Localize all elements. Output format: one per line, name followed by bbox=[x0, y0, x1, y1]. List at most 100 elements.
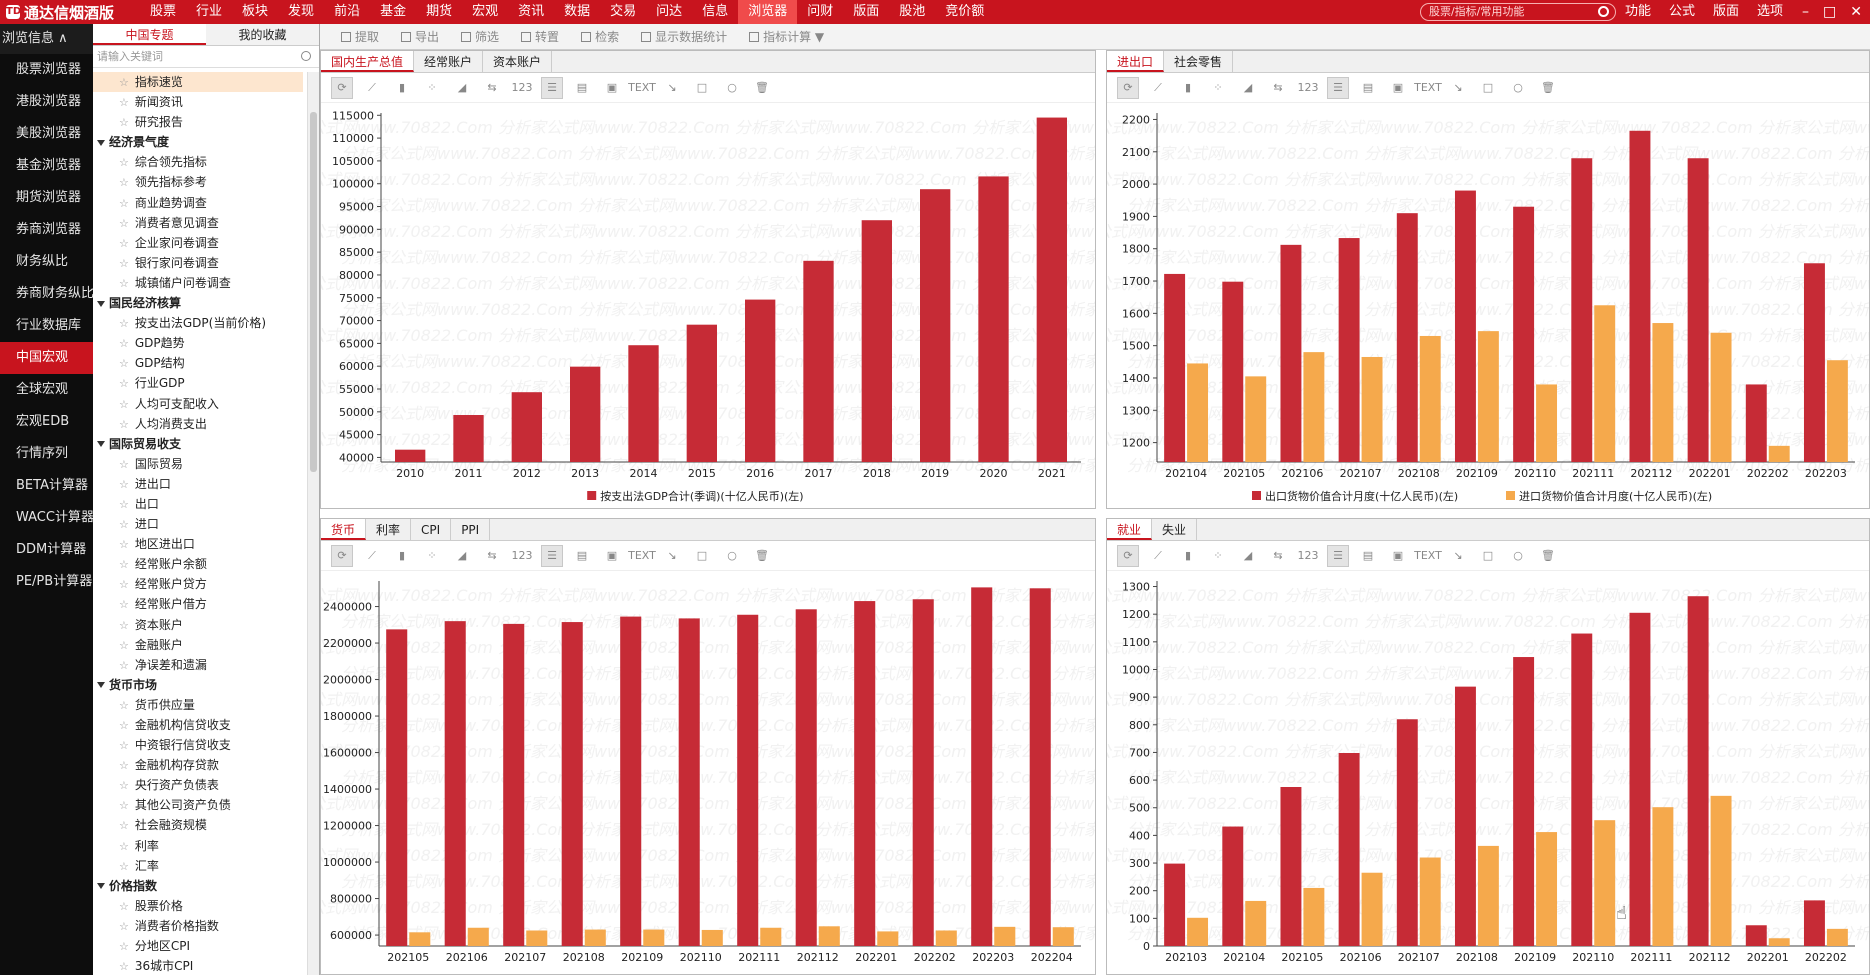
star-icon[interactable]: ☆ bbox=[119, 457, 129, 471]
tree-item[interactable]: ☆ 行业GDP bbox=[93, 373, 303, 393]
bar-secondary[interactable] bbox=[1536, 832, 1558, 946]
tree-item[interactable]: ☆ 国际贸易 bbox=[93, 454, 303, 474]
bar-secondary[interactable] bbox=[760, 927, 782, 946]
tree-item[interactable]: ☆ 利率 bbox=[93, 836, 303, 856]
bar-primary[interactable] bbox=[1222, 281, 1244, 462]
menu-item-13[interactable]: 浏览器 bbox=[738, 0, 798, 24]
tree-item[interactable]: ☆ 资本账户 bbox=[93, 615, 303, 635]
bar-secondary[interactable] bbox=[1826, 928, 1848, 946]
left-nav-item-6[interactable]: 财务纵比 bbox=[16, 254, 69, 269]
tree-item[interactable]: ☆ 地区进出口 bbox=[93, 534, 303, 554]
swap-icon[interactable]: ⇆ bbox=[1273, 549, 1283, 562]
star-icon[interactable]: ☆ bbox=[119, 337, 129, 351]
bar-primary[interactable] bbox=[453, 415, 484, 462]
left-nav-item-3[interactable]: 基金浏览器 bbox=[16, 158, 82, 173]
text-icon[interactable]: TEXT bbox=[628, 81, 656, 94]
swap-icon[interactable]: ⇆ bbox=[1273, 81, 1283, 94]
bar-primary[interactable] bbox=[920, 189, 951, 462]
star-icon[interactable]: ☆ bbox=[119, 839, 129, 853]
menu-item-7[interactable]: 宏观 bbox=[472, 4, 499, 19]
menu-item-6[interactable]: 期货 bbox=[426, 4, 453, 19]
number-icon[interactable]: 123 bbox=[1297, 549, 1319, 562]
bar-icon[interactable]: ▮ bbox=[398, 549, 406, 562]
table-icon[interactable]: ▤ bbox=[576, 81, 588, 94]
star-icon[interactable]: ☆ bbox=[119, 196, 129, 210]
star-icon[interactable]: ☆ bbox=[119, 116, 129, 130]
bar-secondary[interactable] bbox=[1652, 323, 1674, 462]
bar-primary[interactable] bbox=[1396, 213, 1418, 462]
text-icon[interactable]: TEXT bbox=[1414, 81, 1442, 94]
bar-primary[interactable] bbox=[1513, 206, 1535, 462]
star-icon[interactable]: ☆ bbox=[119, 698, 129, 712]
image-icon[interactable]: ▣ bbox=[1392, 549, 1404, 562]
star-icon[interactable]: ☆ bbox=[119, 779, 129, 793]
expand-triangle-icon[interactable] bbox=[97, 682, 105, 689]
arrow-icon[interactable]: ↘ bbox=[667, 549, 677, 562]
image-icon[interactable]: ▣ bbox=[606, 549, 618, 562]
bar-primary[interactable] bbox=[628, 345, 659, 462]
tree-item[interactable]: ☆ 按支出法GDP(当前价格) bbox=[93, 313, 303, 333]
ellipse-icon[interactable]: ○ bbox=[727, 549, 737, 562]
scatter-icon[interactable]: ⁘ bbox=[427, 549, 437, 562]
tree-item[interactable]: ☆ 经常账户贷方 bbox=[93, 574, 303, 594]
area-icon[interactable]: ◢ bbox=[457, 549, 467, 562]
image-icon[interactable]: ▣ bbox=[1392, 81, 1404, 94]
bar-primary[interactable] bbox=[971, 587, 993, 946]
bar-secondary[interactable] bbox=[1594, 820, 1616, 946]
bar-primary[interactable] bbox=[686, 324, 717, 462]
bar-primary[interactable] bbox=[1687, 158, 1709, 463]
toolbar-button-4[interactable]: 检索 bbox=[572, 28, 628, 45]
tree-item[interactable]: ☆ 汇率 bbox=[93, 856, 303, 876]
menu-item-4[interactable]: 前沿 bbox=[334, 4, 361, 19]
tree-item[interactable]: ☆ 进口 bbox=[93, 514, 303, 534]
bar-secondary[interactable] bbox=[1361, 356, 1383, 462]
star-icon[interactable]: ☆ bbox=[119, 960, 129, 974]
bar-primary[interactable] bbox=[1164, 273, 1186, 462]
tree-item[interactable]: ☆ 综合领先指标 bbox=[93, 152, 303, 172]
bar-secondary[interactable] bbox=[1187, 363, 1209, 462]
bar-secondary[interactable] bbox=[1245, 376, 1267, 462]
bar-secondary[interactable] bbox=[877, 931, 899, 946]
tree-item[interactable]: ☆ 企业家问卷调查 bbox=[93, 233, 303, 253]
rect-icon[interactable]: □ bbox=[696, 549, 708, 562]
arrow-icon[interactable]: ↘ bbox=[667, 81, 677, 94]
star-icon[interactable]: ☆ bbox=[119, 578, 129, 592]
menu-item-14[interactable]: 问财 bbox=[807, 4, 834, 19]
top-right-item-1[interactable]: 公式 bbox=[1668, 4, 1695, 19]
bar-secondary[interactable] bbox=[1303, 352, 1325, 462]
bar-primary[interactable] bbox=[1745, 925, 1767, 946]
tree-item[interactable]: ☆ 消费者价格指数 bbox=[93, 916, 303, 936]
list-icon[interactable]: ☰ bbox=[541, 544, 563, 567]
menu-item-3[interactable]: 发现 bbox=[288, 4, 315, 19]
left-nav-item-10[interactable]: 全球宏观 bbox=[16, 382, 69, 397]
bar-secondary[interactable] bbox=[1710, 795, 1732, 946]
tree-item[interactable]: ☆ 经常账户余额 bbox=[93, 554, 303, 574]
bar-primary[interactable] bbox=[511, 392, 542, 462]
menu-item-9[interactable]: 数据 bbox=[564, 4, 591, 19]
bar-primary[interactable] bbox=[795, 609, 817, 946]
scatter-icon[interactable]: ⁘ bbox=[1213, 81, 1223, 94]
panel-tab-0[interactable]: 进出口 bbox=[1107, 51, 1165, 72]
bar-icon[interactable]: ▮ bbox=[398, 81, 406, 94]
bar-primary[interactable] bbox=[1338, 238, 1360, 462]
tree-item[interactable]: ☆ GDP趋势 bbox=[93, 333, 303, 353]
bar-primary[interactable] bbox=[395, 449, 426, 462]
tree-item[interactable]: ☆ 城镇储户问卷调查 bbox=[93, 273, 303, 293]
table-icon[interactable]: ▤ bbox=[576, 549, 588, 562]
star-icon[interactable]: ☆ bbox=[119, 598, 129, 612]
tree-item[interactable]: ☆ 金融机构信贷收支 bbox=[93, 715, 303, 735]
star-icon[interactable]: ☆ bbox=[119, 96, 129, 110]
bar-secondary[interactable] bbox=[1245, 900, 1267, 946]
list-icon[interactable]: ☰ bbox=[1327, 544, 1349, 567]
star-icon[interactable]: ☆ bbox=[119, 156, 129, 170]
tree-item[interactable]: ☆ 商业趋势调查 bbox=[93, 193, 303, 213]
bar-primary[interactable] bbox=[1036, 117, 1067, 463]
panel-tab-1[interactable]: 失业 bbox=[1152, 519, 1198, 540]
star-icon[interactable]: ☆ bbox=[119, 317, 129, 331]
bar-primary[interactable] bbox=[1454, 686, 1476, 946]
table-icon[interactable]: ▤ bbox=[1362, 549, 1374, 562]
top-right-item-2[interactable]: 版面 bbox=[1713, 4, 1740, 19]
panel-tab-2[interactable]: CPI bbox=[411, 519, 452, 540]
toolbar-button-1[interactable]: 导出 bbox=[392, 28, 448, 45]
tree-item[interactable]: ☆ 银行家问卷调查 bbox=[93, 253, 303, 273]
